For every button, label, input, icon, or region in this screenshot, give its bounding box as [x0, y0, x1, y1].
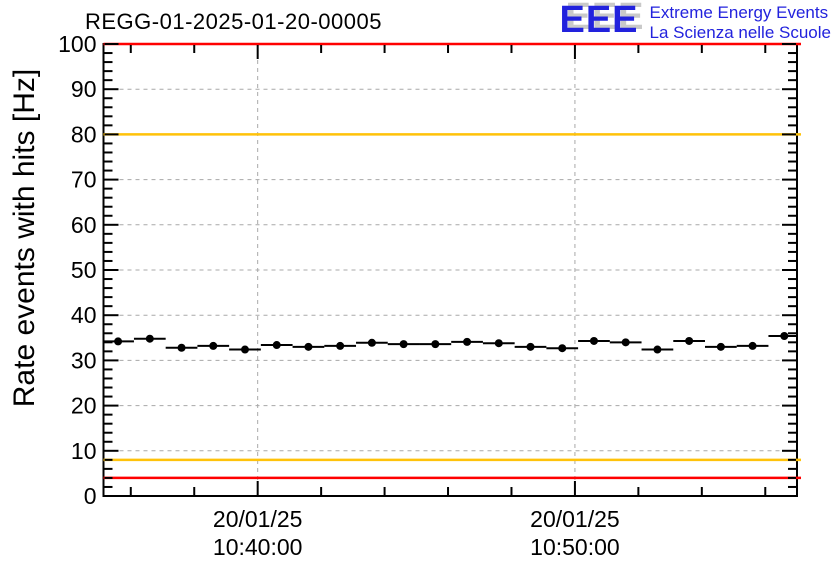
data-point [494, 339, 503, 348]
data-point [399, 340, 408, 349]
y-axis-title: Rate events with hits [Hz] [8, 68, 41, 408]
y-tick-label: 90 [71, 76, 97, 102]
data-point [240, 345, 249, 354]
eee-logo-line-2: La Scienza nelle Scuole [649, 23, 831, 42]
data-point [558, 344, 567, 353]
y-tick-label: 80 [71, 121, 97, 147]
threshold-lines [103, 42, 801, 480]
data-point [716, 342, 725, 351]
y-tick-label: 30 [71, 347, 97, 373]
x-tick-label-time: 10:50:00 [530, 534, 620, 560]
y-tick-label: 20 [71, 393, 97, 419]
data-point [145, 334, 154, 343]
data-point [463, 337, 472, 346]
y-tick-label: 70 [71, 167, 97, 193]
data-point [685, 336, 694, 345]
data-point [209, 341, 218, 350]
x-tick-label-time: 10:40:00 [213, 534, 303, 560]
data-point [526, 342, 535, 351]
data-point [621, 338, 630, 347]
eee-logo: EEE Extreme Energy Events La Scienza nel… [559, 1, 831, 43]
data-point [367, 338, 376, 347]
data-point [589, 336, 598, 345]
data-point [653, 345, 662, 354]
y-tick-label: 50 [71, 257, 97, 283]
data-point [748, 341, 757, 350]
y-tick-label: 60 [71, 212, 97, 238]
data-point [304, 342, 313, 351]
x-tick-label-date: 20/01/25 [213, 506, 303, 532]
y-tick-labels: 0 10 20 30 40 50 60 70 80 90 100 [58, 31, 96, 509]
y-tick-label: 100 [58, 31, 96, 57]
eee-logo-line-1: Extreme Energy Events [649, 3, 829, 22]
x-tick-label-date: 20/01/25 [530, 506, 620, 532]
data-series-rate-events-with-hits [103, 331, 797, 354]
data-point [431, 340, 440, 349]
y-tick-label: 10 [71, 438, 97, 464]
axis-ticks [104, 43, 796, 497]
data-point [272, 341, 281, 350]
y-tick-label: 40 [71, 302, 97, 328]
data-point [780, 331, 789, 340]
data-point [336, 341, 345, 350]
eee-logo-text: Extreme Energy Events La Scienza nelle S… [650, 1, 831, 43]
eee-logo-acronym: EEE [559, 0, 639, 41]
data-point [177, 343, 186, 352]
y-tick-label: 0 [84, 483, 97, 509]
gridlines [103, 44, 797, 496]
data-point [114, 337, 123, 346]
plot-title: REGG-01-2025-01-20-00005 [85, 9, 382, 34]
